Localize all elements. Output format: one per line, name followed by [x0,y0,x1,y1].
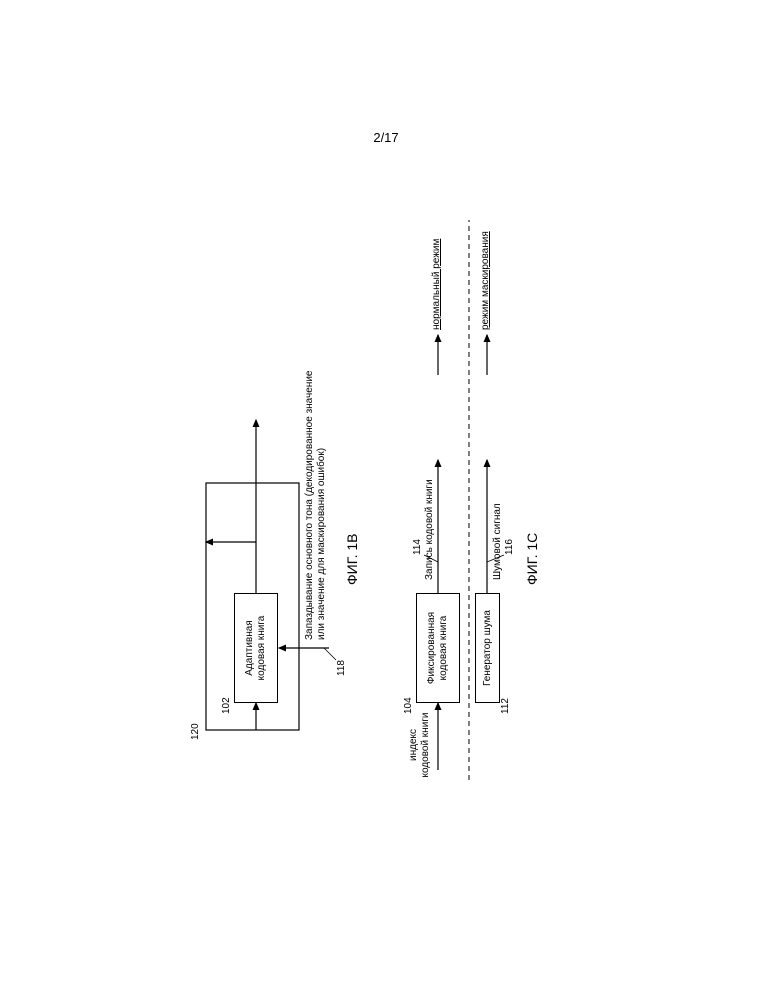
diagram-area: Адаптивная кодовая книга 120 102 118 Зап… [196,220,576,780]
input-label-b: Запаздывание основного тона (декодирован… [304,360,328,640]
fixed-codebook-label: Фиксированная кодовая книга [426,611,450,683]
fig-1b-caption: ФИГ. 1B [344,533,360,584]
ref-120: 120 [190,723,201,740]
ref-118-leader [324,648,336,660]
legend-normal: нормальный режим [431,238,443,329]
figure-1b-svg [196,220,366,780]
input-label-c: индекс кодовой книги [408,710,432,780]
fig-1c-caption: ФИГ. 1C [524,532,540,584]
output1-label: Запись кодовой книги [424,479,436,580]
noise-generator-box: Генератор шума [475,593,500,703]
figure-1b: Адаптивная кодовая книга 120 102 118 Зап… [196,220,336,780]
figure-1c: Фиксированная кодовая книга Генератор шу… [396,220,576,780]
adaptive-codebook-label: Адаптивная кодовая книга [244,615,268,680]
ref-116: 116 [504,539,515,555]
ref-118: 118 [336,660,347,676]
legend-masking: режим маскирования [480,231,492,330]
adaptive-codebook-box: Адаптивная кодовая книга [234,593,278,703]
ref-102: 102 [221,697,232,714]
page-number: 2/17 [373,130,398,145]
fixed-codebook-box: Фиксированная кодовая книга [416,593,460,703]
ref-112: 112 [500,698,511,714]
noise-generator-label: Генератор шума [482,610,494,686]
ref-114: 114 [412,539,423,555]
output2-label: Шумовой сигнал [492,503,504,580]
